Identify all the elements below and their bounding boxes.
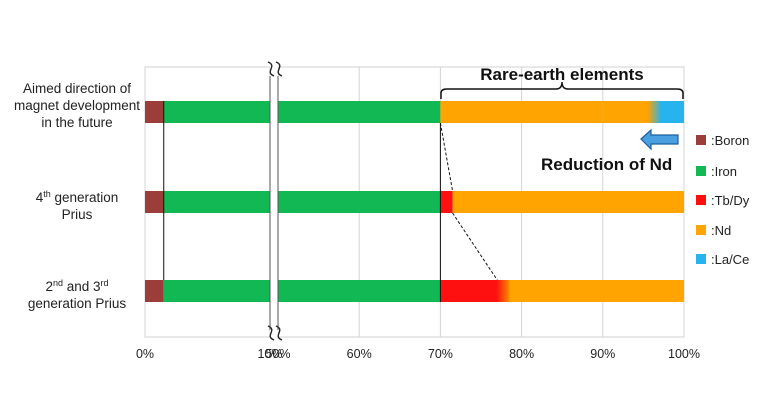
x-tick-label: 70% [428, 347, 453, 361]
category-label: generation Prius [28, 296, 127, 311]
bars-group [145, 101, 684, 302]
x-tick-labels: 0% 10%50% 60% 70% 80% 90% 100% [136, 347, 700, 361]
x-tick-label: 50% [265, 347, 290, 361]
category-label: in the future [41, 115, 112, 130]
category-labels: Aimed direction of magnet development in t… [14, 81, 140, 311]
bar-segment-boron [145, 101, 164, 123]
legend-label-nd: :Nd [711, 223, 731, 238]
bar-segment-lace [602, 101, 684, 123]
bar-segment-iron [278, 191, 441, 213]
category-label-part: and 3 [63, 279, 101, 294]
axis-break [267, 61, 283, 341]
rare-earth-label: Rare-earth elements [480, 65, 643, 84]
axis-break-squiggle-top [267, 61, 283, 77]
axis-break-gap [270, 65, 278, 339]
legend-label-boron: :Boron [711, 133, 749, 148]
connector-lines [163, 101, 498, 302]
reduction-label: Reduction of Nd [541, 155, 672, 174]
bar-segment-nd [440, 101, 603, 123]
legend-swatch-iron [696, 166, 706, 176]
category-label: 2nd and 3rd [45, 278, 108, 294]
bar-segment-iron [278, 101, 441, 123]
legend-swatch-lace [696, 254, 706, 264]
axis-break-squiggle-bottom [267, 325, 283, 341]
category-label: Prius [62, 207, 93, 222]
legend-label-tbdy: :Tb/Dy [711, 193, 750, 208]
category-label: 4th generation [36, 189, 119, 205]
legend-swatch-nd [696, 225, 706, 235]
arrow-left-icon [640, 128, 679, 151]
legend-label-lace: :La/Ce [711, 252, 749, 267]
category-label-superscript: nd [53, 278, 63, 288]
bar-segment-iron [163, 101, 270, 123]
legend-swatch-boron [696, 135, 706, 145]
category-label-part: 4 [36, 190, 44, 205]
bar-segment-nd [497, 280, 684, 302]
x-tick-label: 100% [668, 347, 700, 361]
category-label: Aimed direction of [23, 81, 131, 96]
legend-swatch-tbdy [696, 195, 706, 205]
rare-earth-brace [440, 81, 684, 99]
legend-label-iron: :Iron [711, 164, 737, 179]
x-tick-label: 60% [347, 347, 372, 361]
x-tick-label: 90% [590, 347, 615, 361]
annotations: Rare-earth elements Reduction of Nd [440, 65, 684, 174]
bar-segment-iron [278, 280, 441, 302]
category-label-part: 2 [45, 279, 53, 294]
x-tick-label: 10% [257, 347, 282, 361]
bar-segment-iron [163, 191, 270, 213]
bar-segment-blend [476, 280, 510, 302]
category-label-part: generation [51, 190, 119, 205]
category-label-superscript: rd [101, 278, 109, 288]
category-label: magnet development [14, 98, 140, 113]
connector-tbdy-dashed [452, 212, 498, 281]
connector-tbdy-dashed [439, 122, 454, 192]
bar-segment-boron [145, 280, 164, 302]
legend: :Boron :Iron :Tb/Dy :Nd :La/Ce [696, 133, 750, 267]
bar-segment-tbdy [440, 191, 453, 213]
x-tick-label: 80% [509, 347, 534, 361]
category-label-superscript: th [43, 189, 51, 199]
bar-segment-iron [163, 280, 270, 302]
bar-segment-boron [145, 191, 164, 213]
x-tick-label: 0% [136, 347, 154, 361]
bar-segment-nd [452, 191, 684, 213]
